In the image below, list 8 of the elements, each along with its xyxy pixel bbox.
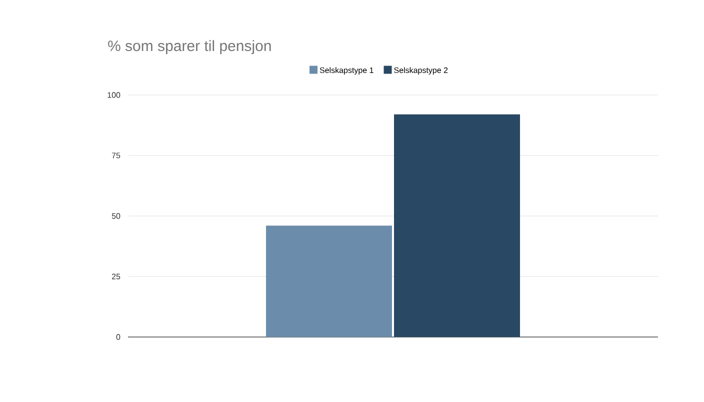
y-tick-label: 0 — [116, 334, 120, 340]
y-tick-label: 75 — [112, 152, 120, 158]
y-tick-label: 50 — [112, 213, 120, 219]
y-tick-label: 25 — [112, 274, 120, 280]
legend-label: Selskapstype 1 — [320, 67, 374, 75]
legend-label: Selskapstype 2 — [394, 67, 448, 75]
chart-title: % som sparer til pensjon — [108, 40, 271, 54]
y-tick-label: 100 — [108, 92, 120, 98]
